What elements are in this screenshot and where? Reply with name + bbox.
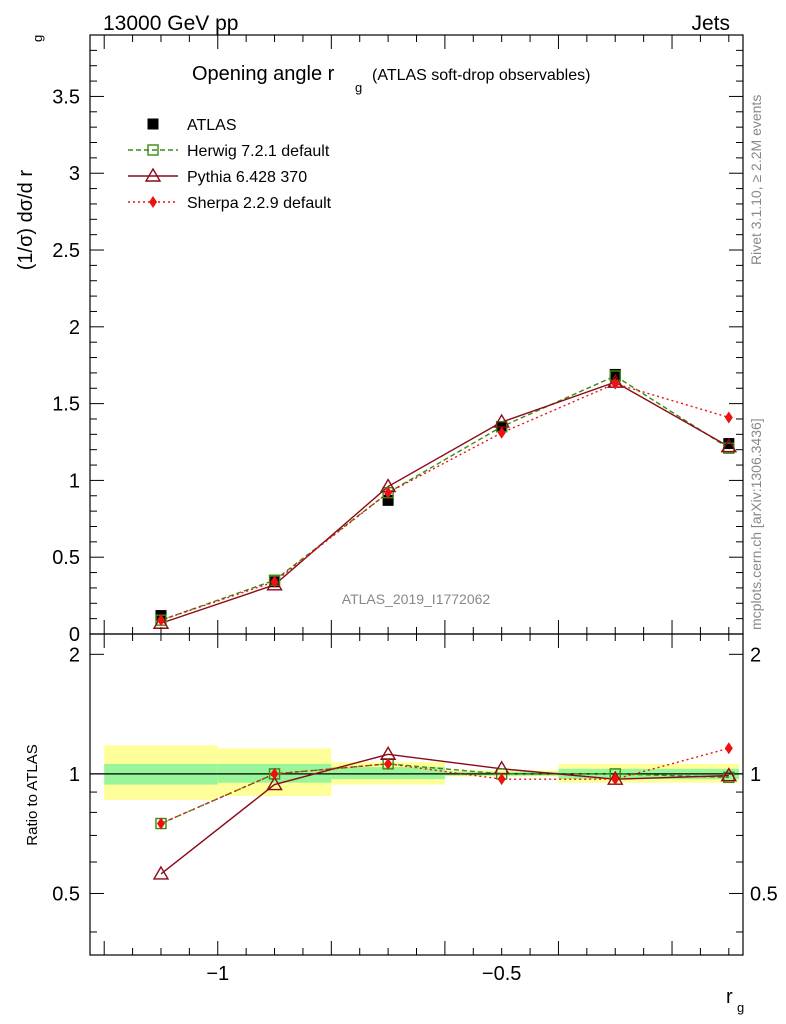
- ratio-sherpa-point: [270, 767, 279, 780]
- ratio-y-tick-label-right: 0.5: [750, 883, 778, 905]
- main-pythia-point: [266, 576, 283, 591]
- xlabel-sub: g: [737, 1000, 744, 1015]
- ratio-sherpa-point: [611, 773, 620, 786]
- y-tick-label: 3.5: [52, 86, 80, 108]
- y-tick-label: 3: [69, 163, 80, 185]
- legend-herwig-marker: [147, 144, 159, 156]
- plot-title-sub: g: [355, 80, 362, 95]
- ratio-pythia-point: [720, 767, 738, 782]
- ratio-y-tick-label: 0.5: [52, 883, 80, 905]
- main-atlas-point: [382, 494, 394, 506]
- x-tick-label: −0.5: [482, 963, 521, 985]
- legend-pythia-marker: [144, 167, 162, 182]
- ratio-sherpa-point: [156, 817, 165, 830]
- legend-herwig-label: Herwig 7.2.1 default: [187, 143, 330, 160]
- ratio-sherpa-point: [384, 757, 393, 770]
- jets-label: Jets: [691, 12, 730, 35]
- ratio-pythia-line: [160, 753, 729, 875]
- mcplots-label: mcplots.cern.ch [arXiv:1306.3436]: [748, 418, 764, 630]
- ratio-y-tick-label: 2: [69, 644, 80, 666]
- legend-atlas-label: ATLAS: [187, 117, 237, 134]
- main-sherpa-point: [156, 614, 165, 627]
- main-sherpa-point: [497, 426, 506, 439]
- legend-sherpa-marker: [149, 196, 157, 208]
- ratio-pythia-point: [379, 745, 397, 761]
- ratio-pythia-point: [152, 865, 170, 880]
- main-ylabel: (1/σ) dσ/d r: [15, 170, 37, 271]
- y-tick-label: 1: [69, 470, 80, 492]
- ratio-panel-frame: [89, 633, 744, 956]
- main-sherpa-point: [270, 575, 279, 588]
- y-tick-label: 1.5: [52, 394, 80, 416]
- xlabel: r: [726, 986, 733, 1008]
- main-herwig-line: [160, 375, 730, 621]
- y-tick-label: 0.5: [52, 547, 80, 569]
- main-ylabel-sub: g: [30, 35, 45, 42]
- legend-atlas-marker: [147, 118, 159, 130]
- uncertainty-band-inner: [331, 767, 445, 780]
- legend-pythia-label: Pythia 6.428 370: [187, 169, 307, 186]
- ratio-sherpa-point: [724, 742, 733, 755]
- main-sherpa-point: [724, 411, 733, 424]
- rivet-label: Rivet 3.1.10, ≥ 2.2M events: [748, 95, 764, 265]
- ratio-pythia-point: [266, 776, 283, 791]
- main-pythia-point: [720, 438, 738, 453]
- ratio-sherpa-point: [497, 773, 506, 786]
- main-sherpa-line: [160, 382, 730, 621]
- legend-sherpa-label: Sherpa 2.2.9 default: [187, 195, 332, 212]
- plot-title-paren: (ATLAS soft-drop observables): [372, 67, 590, 84]
- plot-title-main: Opening angle r: [192, 63, 335, 85]
- y-tick-label: 0: [69, 624, 80, 646]
- plot-title: Opening angle r: [192, 63, 335, 85]
- energy-label: 13000 GeV pp: [103, 12, 238, 35]
- ratio-panel-marks: [152, 742, 738, 880]
- main-pythia-point: [152, 614, 170, 629]
- x-tick-label: −1: [206, 963, 229, 985]
- y-tick-label: 2.5: [52, 240, 80, 262]
- main-panel-marks: [152, 368, 738, 629]
- ratio-y-tick-label-right: 2: [750, 644, 761, 666]
- y-tick-label: 2: [69, 317, 80, 339]
- ratio-y-tick-label: 1: [69, 764, 80, 786]
- main-pythia-line: [160, 381, 730, 624]
- ratio-sherpa-line: [160, 747, 729, 825]
- legend: ATLAS Herwig 7.2.1 default Pythia 6.428 37…: [128, 117, 332, 212]
- main-sherpa-point: [611, 377, 620, 390]
- ratio-bands: [90, 745, 743, 800]
- ratio-ylabel: Ratio to ATLAS: [24, 744, 41, 845]
- ratio-y-tick-label-right: 1: [750, 764, 761, 786]
- tick-labels: −1 −0.5 0 0.5 1 1.5 2 2.5 3 3.5 0.5 0.5 1 1 2 2: [52, 86, 778, 985]
- main-sherpa-point: [384, 486, 393, 499]
- axis-ticks: [90, 35, 743, 955]
- analysis-watermark: ATLAS_2019_I1772062: [342, 591, 491, 607]
